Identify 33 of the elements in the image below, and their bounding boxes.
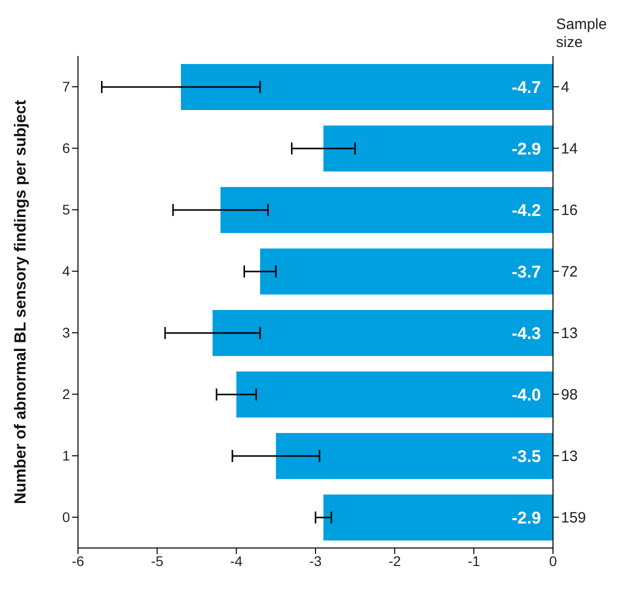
x-tick-label: -2 — [388, 552, 402, 569]
data-label: -3.5 — [512, 447, 541, 466]
data-label: -4.2 — [512, 201, 541, 220]
text: 98 — [561, 386, 578, 404]
x-tick-label: -6 — [72, 552, 84, 569]
text: 14 — [561, 140, 578, 158]
y2-axis-title: Sample size — [556, 16, 608, 52]
x-tick-label: -5 — [150, 552, 164, 569]
y-tick-label: 0 — [62, 509, 70, 526]
y-tick-label: 5 — [62, 202, 70, 218]
data-label: -2.9 — [512, 508, 541, 528]
y-tick-label: 2 — [62, 386, 70, 402]
y-tick-label: 3 — [62, 324, 70, 341]
y-tick-label: 1 — [62, 448, 70, 464]
data-label: -4.3 — [512, 324, 541, 343]
data-label: -4.0 — [512, 386, 541, 404]
x-tick-label: -4 — [230, 552, 243, 569]
data-label: -4.7 — [512, 78, 541, 97]
text: 13 — [561, 325, 578, 342]
y-axis-title: Number of abnormal BL sensory findings per subject — [12, 99, 30, 504]
data-label: -3.7 — [512, 262, 541, 282]
x-tick-label: -1 — [468, 552, 480, 569]
text: 13 — [561, 448, 578, 466]
text: 72 — [561, 264, 578, 281]
y-tick-label: 7 — [62, 78, 70, 95]
y-tick-label: 4 — [62, 263, 70, 280]
text: 16 — [561, 202, 578, 220]
x-tick-label: -3 — [309, 552, 322, 569]
data-label: -2.9 — [512, 140, 541, 158]
text: 4 — [561, 79, 570, 96]
x-tick-label: 0 — [549, 552, 558, 569]
text: 159 — [561, 510, 586, 527]
y-tick-label: 6 — [62, 140, 70, 156]
